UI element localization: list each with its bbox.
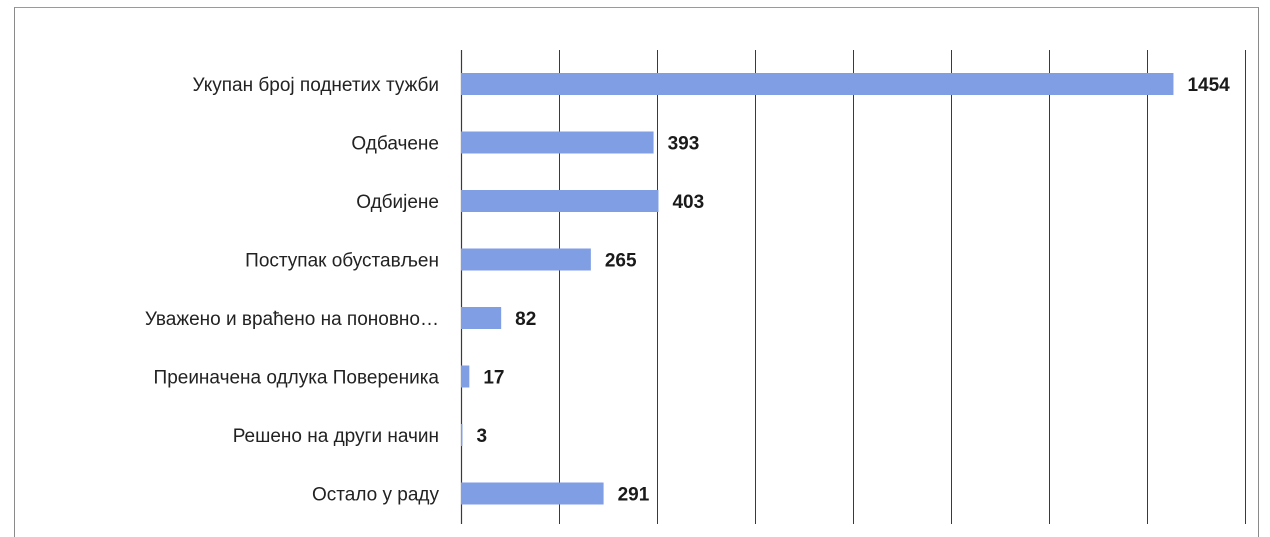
category-label: Остало у раду bbox=[312, 485, 439, 506]
bar bbox=[461, 482, 604, 505]
bar bbox=[461, 73, 1174, 95]
category-label: Решено на други начин bbox=[233, 426, 439, 447]
value-label: 265 bbox=[605, 251, 637, 272]
category-label: Одбачене bbox=[351, 134, 439, 155]
category-label: Одбијене bbox=[356, 192, 439, 213]
category-label: Поступак обустављен bbox=[245, 251, 439, 272]
value-label: 17 bbox=[483, 368, 504, 389]
value-label: 3 bbox=[476, 426, 487, 447]
value-label: 291 bbox=[618, 485, 650, 506]
value-label: 1454 bbox=[1187, 75, 1230, 96]
bar bbox=[461, 307, 502, 329]
bar bbox=[461, 190, 659, 212]
value-label: 403 bbox=[672, 192, 704, 213]
gridlines bbox=[460, 50, 1246, 524]
category-label: Укупан број поднетих тужби bbox=[193, 75, 439, 96]
bar bbox=[461, 248, 591, 271]
bars bbox=[461, 73, 1174, 505]
value-labels: 1454 393 403 265 82 17 3 291 bbox=[476, 75, 1230, 506]
value-label: 393 bbox=[668, 134, 700, 155]
category-labels: Укупан број поднетих тужби Одбачене Одбије… bbox=[145, 75, 440, 506]
bar-chart: Укупан број поднетих тужби Одбачене Одбије… bbox=[145, 50, 1246, 524]
category-label: Преиначена одлука Повереника bbox=[154, 368, 440, 389]
bar bbox=[461, 424, 463, 446]
bar bbox=[461, 131, 654, 154]
value-label: 82 bbox=[515, 309, 536, 330]
category-label: Уважено и враћено на поновно… bbox=[145, 309, 439, 330]
chart-frame bbox=[14, 7, 1259, 537]
bar bbox=[461, 365, 470, 388]
